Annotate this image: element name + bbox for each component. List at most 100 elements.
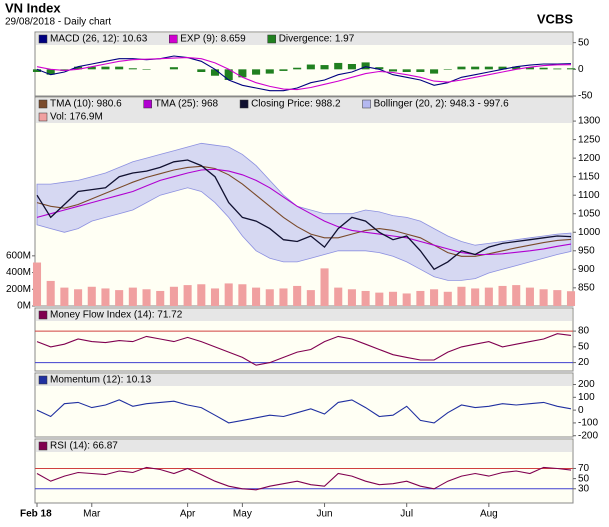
- x-tick-label: Aug: [480, 509, 498, 520]
- bar: [320, 268, 329, 306]
- y-tick-label: 100: [578, 392, 595, 403]
- legend-background: [36, 309, 572, 321]
- bar: [74, 66, 83, 70]
- legend-swatch: [38, 441, 48, 451]
- bar: [402, 293, 411, 306]
- bar: [60, 287, 69, 306]
- bar: [375, 67, 384, 70]
- bar: [142, 289, 151, 306]
- bar: [484, 66, 493, 70]
- bar: [498, 285, 507, 306]
- bar: [416, 290, 425, 306]
- bar: [347, 289, 356, 306]
- bar: [128, 287, 137, 306]
- bar: [224, 69, 233, 80]
- legend-label: RSI (14): 66.87: [50, 441, 118, 452]
- bar: [553, 290, 562, 306]
- y2-tick-label: 400M: [6, 267, 31, 278]
- y-tick-label: 50: [578, 341, 590, 352]
- bar: [498, 66, 507, 70]
- y-tick-label: 1050: [578, 208, 601, 219]
- legend-label: EXP (9): 8.659: [180, 34, 246, 45]
- bar: [169, 286, 178, 306]
- bar: [115, 66, 124, 70]
- legend-label: Closing Price: 988.2: [251, 99, 341, 110]
- bar: [430, 69, 439, 74]
- legend-label: Divergence: 1.97: [279, 34, 355, 45]
- bar: [566, 68, 576, 70]
- y-tick-label: 80: [578, 326, 590, 337]
- bar: [471, 66, 480, 70]
- legend-swatch: [362, 99, 371, 109]
- bar: [142, 69, 151, 70]
- chart-title: VN Index: [5, 0, 61, 15]
- bar: [512, 66, 521, 70]
- bar: [169, 67, 178, 70]
- y-tick-label: 1200: [578, 153, 601, 164]
- bar: [293, 67, 302, 70]
- x-tick-label: Feb 18: [20, 509, 52, 520]
- bar: [210, 288, 220, 306]
- y-tick-label: 0: [578, 64, 584, 75]
- bar: [306, 290, 315, 306]
- bar: [471, 288, 480, 306]
- bar: [238, 69, 247, 78]
- legend-swatch: [38, 99, 48, 109]
- y-tick-label: 70: [578, 463, 590, 474]
- bar: [443, 291, 452, 306]
- chart-subtitle: 29/08/2018 - Daily chart: [5, 17, 111, 28]
- y-tick-label: -200: [578, 430, 598, 441]
- line: [36, 399, 572, 424]
- bar: [430, 289, 439, 306]
- bar: [416, 69, 425, 72]
- brand: VCBS: [537, 11, 573, 26]
- bar: [224, 283, 233, 306]
- bar: [279, 288, 288, 306]
- y-tick-label: 1300: [578, 116, 601, 127]
- legend-swatch: [38, 34, 48, 44]
- bar: [46, 280, 55, 306]
- bar: [293, 285, 302, 306]
- x-tick-label: Jul: [400, 509, 413, 520]
- bar: [512, 285, 521, 306]
- y2-tick-label: 200M: [6, 284, 31, 295]
- bar: [279, 69, 288, 71]
- y-tick-label: -100: [578, 418, 598, 429]
- bar: [539, 289, 548, 306]
- bar: [32, 262, 42, 306]
- legend-swatch: [38, 375, 48, 385]
- line: [36, 168, 572, 256]
- legend-label: Vol: 176.9M: [50, 112, 103, 123]
- bar: [183, 285, 192, 306]
- legend-background: [36, 374, 572, 386]
- y-tick-label: 1150: [578, 171, 600, 182]
- legend-swatch: [38, 310, 48, 320]
- line: [36, 57, 572, 91]
- bar: [197, 284, 206, 306]
- y-tick-label: 850: [578, 282, 595, 293]
- bar: [457, 66, 466, 70]
- x-tick-label: Jun: [316, 509, 332, 520]
- bar: [265, 69, 274, 74]
- bar: [361, 62, 370, 70]
- bar: [525, 287, 534, 306]
- y-tick-label: 1000: [578, 227, 601, 238]
- bar: [402, 69, 411, 72]
- legend-label: TMA (10): 980.6: [50, 99, 122, 110]
- y-tick-label: 900: [578, 264, 595, 275]
- y-tick-label: 0: [578, 405, 584, 416]
- bar: [101, 66, 110, 70]
- bar: [197, 69, 206, 72]
- line: [36, 159, 572, 271]
- y-tick-label: 30: [578, 483, 590, 494]
- y-tick-label: 950: [578, 245, 595, 256]
- legend-swatch: [143, 99, 152, 109]
- x-tick-label: May: [233, 509, 252, 520]
- bar: [87, 286, 96, 306]
- bar: [525, 67, 534, 70]
- legend-label: Money Flow Index (14): 71.72: [50, 310, 183, 321]
- bar: [87, 66, 96, 70]
- legend-label: Bollinger (20, 2): 948.3 - 997.6: [374, 99, 510, 110]
- bar: [46, 69, 55, 75]
- bar: [375, 292, 384, 306]
